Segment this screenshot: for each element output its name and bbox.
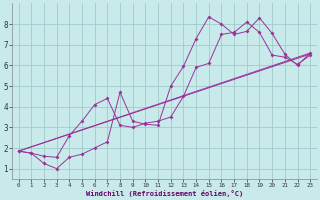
X-axis label: Windchill (Refroidissement éolien,°C): Windchill (Refroidissement éolien,°C): [86, 190, 243, 197]
